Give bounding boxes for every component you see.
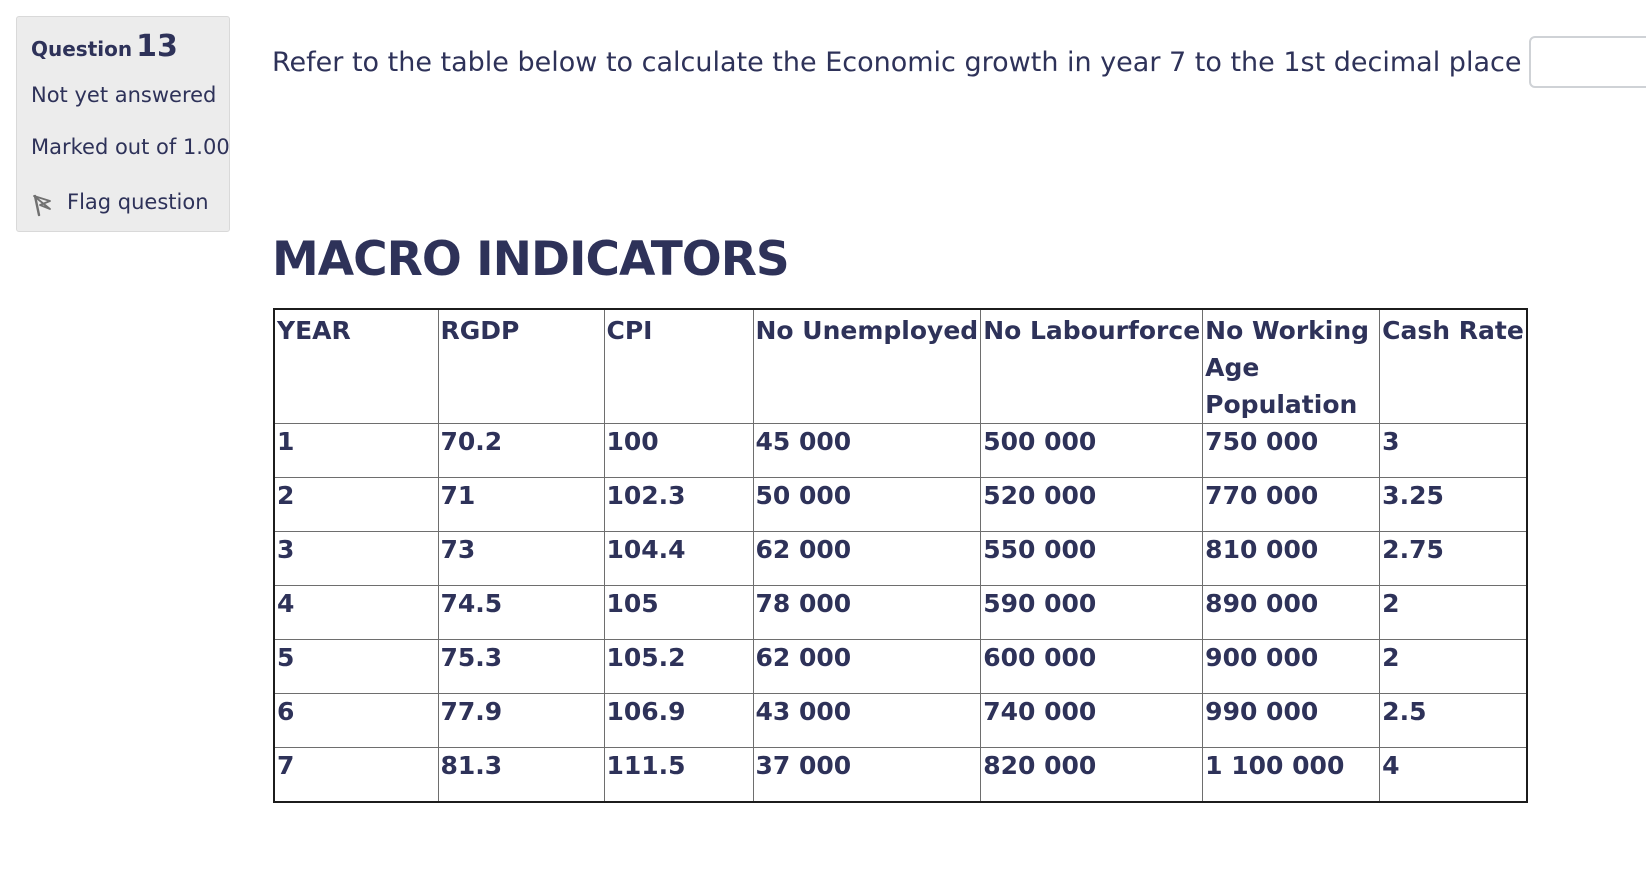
question-grade: Marked out of 1.00 bbox=[31, 135, 230, 159]
table-row: 1 70.2 100 45 000 500 000 750 000 3 bbox=[273, 423, 1528, 478]
table-row: 6 77.9 106.9 43 000 740 000 990 000 2.5 bbox=[273, 693, 1528, 748]
table-row: 7 81.3 111.5 37 000 820 000 1 100 000 4 bbox=[273, 747, 1528, 802]
header-rgdp: RGDP bbox=[437, 308, 605, 424]
table-title: MACRO INDICATORS bbox=[272, 232, 790, 287]
cell-cash-rate: 2 bbox=[1379, 639, 1528, 694]
header-year: YEAR bbox=[273, 308, 439, 424]
question-number: 13 bbox=[136, 29, 178, 64]
cell-rgdp: 74.5 bbox=[437, 585, 605, 640]
cell-cash-rate: 3 bbox=[1379, 423, 1528, 478]
cell-cpi: 102.3 bbox=[603, 477, 754, 532]
cell-no-working-age-population: 1 100 000 bbox=[1202, 747, 1381, 802]
cell-no-working-age-population: 990 000 bbox=[1202, 693, 1381, 748]
cell-no-unemployed: 62 000 bbox=[752, 531, 982, 586]
cell-rgdp: 71 bbox=[437, 477, 605, 532]
table-header-row: YEAR RGDP CPI No Unemployed No Labourfor… bbox=[273, 308, 1528, 424]
macro-indicators-table: YEAR RGDP CPI No Unemployed No Labourfor… bbox=[273, 308, 1528, 803]
flag-icon bbox=[33, 194, 51, 217]
flag-question-label: Flag question bbox=[67, 190, 209, 214]
header-no-labourforce: No Labourforce bbox=[980, 308, 1204, 424]
question-prompt-row: Refer to the table below to calculate th… bbox=[272, 34, 1646, 90]
cell-no-working-age-population: 770 000 bbox=[1202, 477, 1381, 532]
cell-cash-rate: 2 bbox=[1379, 585, 1528, 640]
flag-question-link[interactable]: Flag question bbox=[31, 187, 209, 217]
cell-year: 6 bbox=[273, 693, 439, 748]
question-info-panel: Question 13 Not yet answered Marked out o… bbox=[16, 16, 230, 232]
cell-no-unemployed: 50 000 bbox=[752, 477, 982, 532]
answer-input[interactable] bbox=[1529, 36, 1646, 88]
cell-no-labourforce: 520 000 bbox=[980, 477, 1204, 532]
cell-year: 2 bbox=[273, 477, 439, 532]
header-no-unemployed: No Unemployed bbox=[752, 308, 982, 424]
cell-no-working-age-population: 810 000 bbox=[1202, 531, 1381, 586]
cell-cpi: 105.2 bbox=[603, 639, 754, 694]
cell-cpi: 104.4 bbox=[603, 531, 754, 586]
table-row: 5 75.3 105.2 62 000 600 000 900 000 2 bbox=[273, 639, 1528, 694]
cell-no-unemployed: 62 000 bbox=[752, 639, 982, 694]
header-cpi: CPI bbox=[603, 308, 754, 424]
cell-cpi: 111.5 bbox=[603, 747, 754, 802]
cell-cash-rate: 2.5 bbox=[1379, 693, 1528, 748]
cell-year: 3 bbox=[273, 531, 439, 586]
cell-year: 1 bbox=[273, 423, 439, 478]
cell-cash-rate: 3.25 bbox=[1379, 477, 1528, 532]
header-cash-rate: Cash Rate bbox=[1379, 308, 1528, 424]
cell-no-labourforce: 590 000 bbox=[980, 585, 1204, 640]
table-row: 3 73 104.4 62 000 550 000 810 000 2.75 bbox=[273, 531, 1528, 586]
cell-year: 5 bbox=[273, 639, 439, 694]
question-heading: Question 13 bbox=[31, 29, 178, 64]
question-state: Not yet answered bbox=[31, 83, 217, 107]
cell-rgdp: 75.3 bbox=[437, 639, 605, 694]
cell-year: 4 bbox=[273, 585, 439, 640]
table-row: 4 74.5 105 78 000 590 000 890 000 2 bbox=[273, 585, 1528, 640]
cell-no-labourforce: 550 000 bbox=[980, 531, 1204, 586]
cell-no-labourforce: 740 000 bbox=[980, 693, 1204, 748]
cell-no-labourforce: 820 000 bbox=[980, 747, 1204, 802]
cell-cash-rate: 4 bbox=[1379, 747, 1528, 802]
cell-no-labourforce: 600 000 bbox=[980, 639, 1204, 694]
cell-rgdp: 70.2 bbox=[437, 423, 605, 478]
cell-cpi: 106.9 bbox=[603, 693, 754, 748]
cell-no-working-age-population: 750 000 bbox=[1202, 423, 1381, 478]
cell-no-working-age-population: 900 000 bbox=[1202, 639, 1381, 694]
cell-no-unemployed: 43 000 bbox=[752, 693, 982, 748]
cell-no-unemployed: 37 000 bbox=[752, 747, 982, 802]
header-no-working-age-population: No Working Age Population bbox=[1202, 308, 1381, 424]
cell-cpi: 100 bbox=[603, 423, 754, 478]
question-label: Question bbox=[31, 37, 133, 61]
cell-year: 7 bbox=[273, 747, 439, 802]
cell-rgdp: 73 bbox=[437, 531, 605, 586]
question-prompt: Refer to the table below to calculate th… bbox=[272, 46, 1522, 78]
cell-no-unemployed: 78 000 bbox=[752, 585, 982, 640]
cell-cash-rate: 2.75 bbox=[1379, 531, 1528, 586]
cell-no-labourforce: 500 000 bbox=[980, 423, 1204, 478]
cell-no-unemployed: 45 000 bbox=[752, 423, 982, 478]
cell-rgdp: 81.3 bbox=[437, 747, 605, 802]
cell-rgdp: 77.9 bbox=[437, 693, 605, 748]
cell-no-working-age-population: 890 000 bbox=[1202, 585, 1381, 640]
cell-cpi: 105 bbox=[603, 585, 754, 640]
table-row: 2 71 102.3 50 000 520 000 770 000 3.25 bbox=[273, 477, 1528, 532]
